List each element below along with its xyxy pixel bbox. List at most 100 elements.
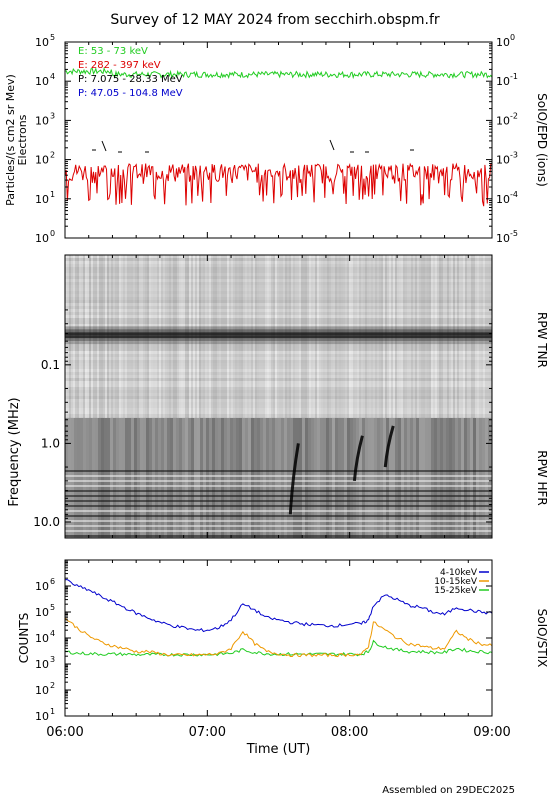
- y-tick-exponent: 5: [50, 33, 55, 42]
- assembled-footer: Assembled on 29DEC2025: [382, 785, 515, 796]
- hfr-noise-column: [287, 418, 290, 538]
- tnr-noise-row: [65, 378, 492, 381]
- hfr-noise-column: [473, 418, 476, 538]
- hfr-noise-column: [119, 418, 122, 538]
- hfr-interference-row: [65, 520, 492, 522]
- hfr-noise-column: [422, 418, 425, 538]
- y-axis-label: Frequency (MHz): [7, 397, 22, 506]
- legend-entry: P: 47.05 - 104.8 MeV: [78, 88, 183, 99]
- y-tick-label: 10: [496, 193, 510, 206]
- hfr-noise-column: [449, 418, 452, 538]
- hfr-noise-column: [149, 418, 152, 538]
- y-axis-label: COUNTS: [17, 613, 31, 664]
- hfr-noise-column: [86, 418, 89, 538]
- tnr-noise-row: [65, 303, 492, 306]
- tnr-noise-row: [65, 360, 492, 363]
- hfr-interference-row: [65, 485, 492, 487]
- hfr-noise-column: [458, 418, 461, 538]
- tnr-noise-row: [65, 327, 492, 330]
- y-tick-label: 10: [35, 606, 49, 619]
- legend-entry: 4-10keV: [440, 568, 478, 578]
- tnr-noise-row: [65, 285, 492, 288]
- y-tick-exponent: 2: [50, 681, 55, 690]
- hfr-noise-column: [488, 418, 491, 538]
- y-tick-exponent: -3: [510, 151, 518, 160]
- tnr-noise-row: [65, 273, 492, 276]
- hfr-noise-column: [299, 418, 302, 538]
- hfr-noise-column: [479, 418, 482, 538]
- tnr-noise-row: [65, 411, 492, 414]
- tnr-noise-row: [65, 372, 492, 375]
- series-line-stix-1: [64, 617, 493, 658]
- hfr-noise-column: [314, 418, 317, 538]
- y-tick-label: 10: [496, 75, 510, 88]
- hfr-noise-column: [482, 418, 485, 538]
- tnr-noise-row: [65, 306, 492, 309]
- hfr-noise-column: [260, 418, 263, 538]
- y-tick-label: 10: [35, 684, 49, 697]
- rpw-spectrogram-panel: 0.1 1.0 10.0 Frequency (MHz) RPW TNR RPW HFR: [7, 254, 549, 539]
- legend-entry: E: 53 - 73 keV: [78, 46, 148, 57]
- hfr-noise-column: [227, 418, 230, 538]
- hfr-noise-column: [344, 418, 347, 538]
- hfr-noise-column: [410, 418, 413, 538]
- hfr-noise-column: [428, 418, 431, 538]
- hfr-noise-column: [446, 418, 449, 538]
- hfr-noise-column: [194, 418, 197, 538]
- hfr-interference-row: [65, 480, 492, 482]
- hfr-noise-column: [359, 418, 362, 538]
- hfr-interference-row: [65, 500, 492, 502]
- hfr-noise-column: [164, 418, 167, 538]
- emission-band: [65, 335, 492, 339]
- epd-panel: 10 010 110 210 310 410 510 -510 -410 -310 -210 -110…: [4, 33, 549, 245]
- hfr-noise-column: [236, 418, 239, 538]
- tnr-noise-row: [65, 270, 492, 273]
- hfr-noise-column: [152, 418, 155, 538]
- tnr-noise-row: [65, 390, 492, 393]
- hfr-interference-row: [65, 495, 492, 497]
- series-line-stix-2: [64, 639, 493, 657]
- hfr-noise-column: [80, 418, 83, 538]
- hfr-noise-column: [95, 418, 98, 538]
- series-mark-protons-low: [329, 139, 335, 151]
- hfr-noise-column: [218, 418, 221, 538]
- hfr-noise-column: [329, 418, 332, 538]
- y-tick-exponent: -2: [510, 111, 518, 120]
- hfr-noise-column: [89, 418, 92, 538]
- tnr-noise-row: [65, 321, 492, 324]
- tnr-noise-row: [65, 294, 492, 297]
- hfr-noise-column: [230, 418, 233, 538]
- y-tick-exponent: 4: [50, 629, 55, 638]
- right-instrument-label-tnr: RPW TNR: [535, 312, 549, 368]
- hfr-noise-column: [452, 418, 455, 538]
- x-tick-label: 08:00: [331, 725, 368, 740]
- hfr-noise-column: [404, 418, 407, 538]
- x-tick-label: 09:00: [473, 725, 510, 740]
- y-tick-label: 10: [35, 193, 49, 206]
- series-line-electrons-high: [64, 162, 493, 207]
- hfr-noise-column: [332, 418, 335, 538]
- hfr-noise-column: [173, 418, 176, 538]
- right-instrument-label: SoIO/EPD (ions): [535, 93, 549, 187]
- hfr-noise-column: [389, 418, 392, 538]
- hfr-interference-row: [65, 490, 492, 492]
- hfr-noise-column: [407, 418, 410, 538]
- tnr-noise-row: [65, 342, 492, 345]
- tnr-noise-row: [65, 267, 492, 270]
- tnr-noise-row: [65, 279, 492, 282]
- spectrogram-image: [65, 255, 492, 538]
- hfr-noise-column: [170, 418, 173, 538]
- hfr-noise-column: [122, 418, 125, 538]
- hfr-noise-column: [185, 418, 188, 538]
- hfr-noise-column: [335, 418, 338, 538]
- hfr-noise-column: [470, 418, 473, 538]
- y-tick-exponent: 1: [50, 190, 55, 199]
- hfr-interference-row: [65, 505, 492, 507]
- epd-plot-background: [65, 42, 492, 238]
- hfr-noise-column: [68, 418, 71, 538]
- hfr-noise-column: [440, 418, 443, 538]
- tnr-noise-row: [65, 393, 492, 396]
- tnr-noise-row: [65, 264, 492, 267]
- hfr-noise-column: [158, 418, 161, 538]
